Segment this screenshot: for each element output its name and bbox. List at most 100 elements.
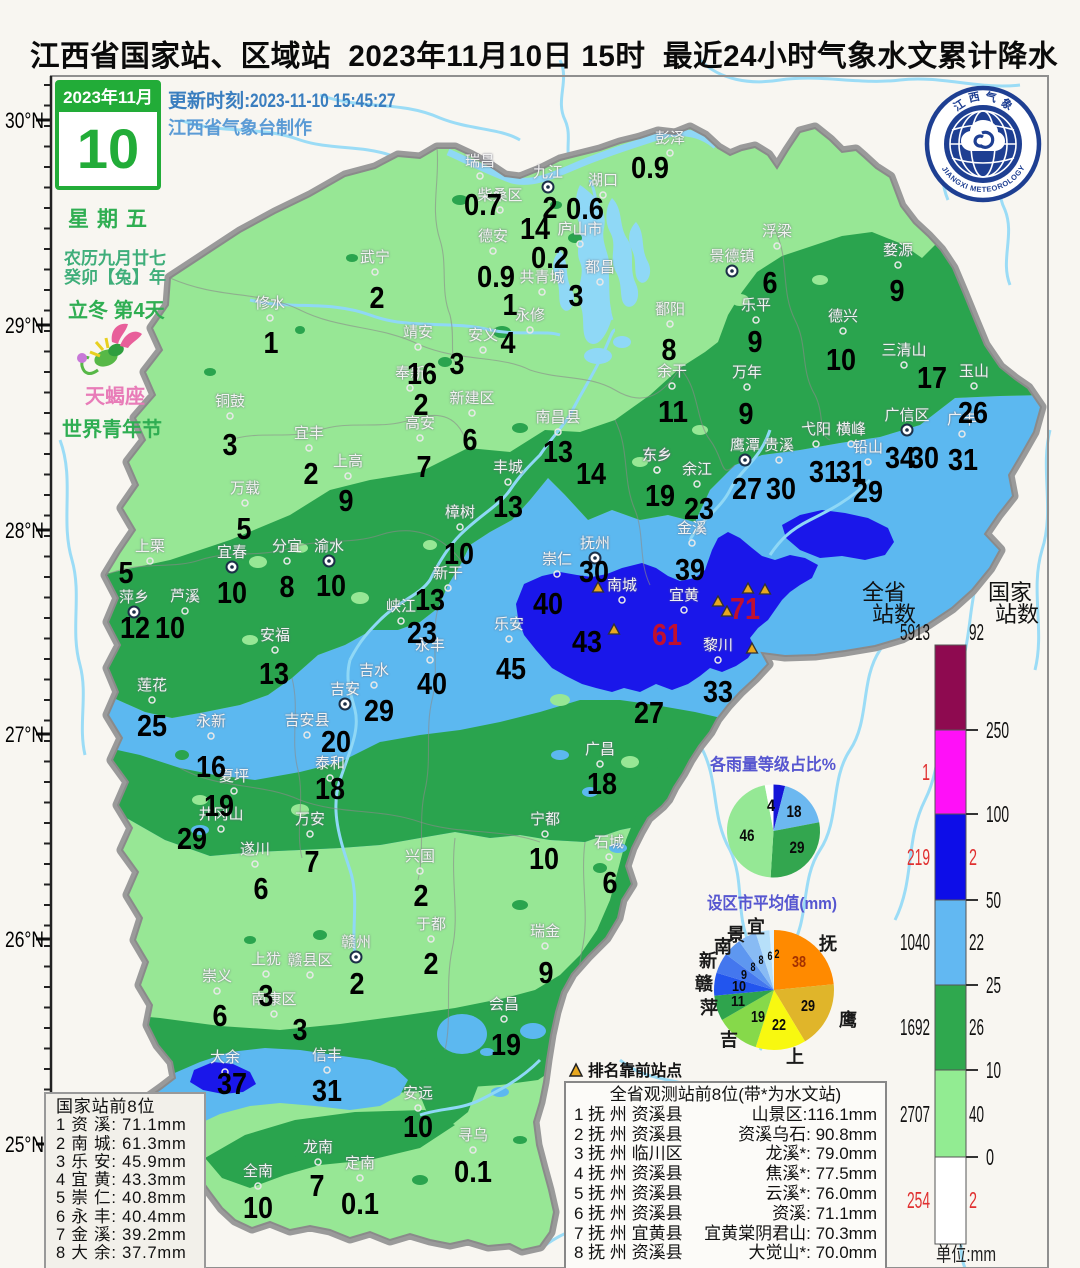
svg-text:余江: 余江 [682,460,712,478]
svg-text:39: 39 [675,552,705,587]
svg-text:27: 27 [634,695,664,730]
svg-text:25: 25 [137,708,167,743]
svg-text:34: 34 [885,440,916,475]
svg-text:1: 1 [264,325,279,360]
svg-text:永丰: 永丰 [415,637,445,654]
svg-text:100: 100 [986,801,1009,827]
svg-text:吉: 吉 [720,1029,738,1050]
svg-text:西: 西 [967,90,980,105]
svg-text:鹰: 鹰 [839,1009,857,1030]
svg-text:0.7: 0.7 [464,187,502,222]
svg-text:19: 19 [645,478,675,513]
svg-text:万载: 万载 [230,480,260,497]
svg-text:29°N: 29°N [5,313,44,338]
svg-text:上高: 上高 [333,453,363,470]
svg-text:设区市平均值(mm): 设区市平均值(mm) [707,893,837,913]
svg-text:13: 13 [259,656,289,691]
svg-text:45: 45 [496,651,526,686]
svg-text:大余: 大余 [210,1048,240,1066]
svg-text:3: 3 [569,278,584,313]
svg-text:30: 30 [766,471,796,506]
svg-text:10: 10 [444,536,474,571]
svg-text:2: 2 [414,387,429,422]
svg-text:29: 29 [801,998,815,1015]
svg-text:新建区: 新建区 [449,390,494,407]
svg-text:寻乌: 寻乌 [458,1127,488,1144]
svg-text:湖口: 湖口 [588,172,618,189]
svg-text:国家: 国家 [988,580,1032,605]
svg-text:1692: 1692 [900,1014,930,1040]
svg-text:上栗: 上栗 [135,538,165,555]
svg-text:安福: 安福 [260,627,290,644]
svg-text:38: 38 [792,954,806,971]
svg-text:10: 10 [243,1190,273,1225]
svg-text:2: 2 [424,946,439,981]
svg-text:景德镇: 景德镇 [709,247,754,265]
svg-text:11: 11 [731,993,745,1010]
svg-text:景: 景 [727,925,745,945]
svg-text:石城: 石城 [594,834,624,851]
svg-text:29: 29 [364,693,394,728]
svg-text:7: 7 [310,1168,325,1203]
svg-text:2707: 2707 [900,1101,930,1127]
svg-text:上: 上 [786,1047,804,1067]
svg-text:余干: 余干 [657,362,687,380]
svg-text:250: 250 [986,717,1009,743]
svg-text:新干: 新干 [433,565,463,582]
svg-text:金溪: 金溪 [677,520,707,537]
svg-text:10: 10 [403,1109,433,1144]
svg-text:0.1: 0.1 [341,1186,379,1221]
svg-text:赣县区: 赣县区 [287,952,332,969]
svg-text:19: 19 [751,1009,765,1026]
svg-text:219: 219 [907,844,930,870]
svg-text:铜鼓: 铜鼓 [215,393,245,410]
svg-text:18: 18 [787,802,802,821]
svg-text:弋阳: 弋阳 [801,421,831,438]
svg-text:浮梁: 浮梁 [762,223,792,240]
svg-text:8: 8 [759,953,764,967]
svg-text:龙南: 龙南 [303,1139,333,1156]
svg-text:南康区: 南康区 [251,991,296,1008]
svg-text:吉水: 吉水 [359,662,389,679]
svg-text:10: 10 [217,575,247,610]
svg-text:27: 27 [732,471,762,506]
svg-text:3: 3 [223,427,238,462]
svg-text:29: 29 [177,821,207,856]
svg-text:抚: 抚 [819,934,837,954]
svg-text:2: 2 [543,190,558,225]
svg-text:6: 6 [213,998,228,1033]
svg-text:广昌: 广昌 [585,741,615,758]
svg-text:61: 61 [652,617,682,652]
svg-text:0.9: 0.9 [631,150,669,185]
svg-text:10: 10 [732,978,746,995]
svg-text:9: 9 [539,955,554,990]
svg-text:10: 10 [826,342,856,377]
svg-text:万年: 万年 [732,364,762,381]
svg-text:广信区: 广信区 [884,407,929,424]
svg-text:50: 50 [986,887,1001,913]
svg-text:遂川: 遂川 [240,841,270,858]
svg-text:23: 23 [684,491,714,526]
svg-text:2: 2 [414,878,429,913]
svg-text:14: 14 [576,456,607,491]
svg-text:25: 25 [986,972,1001,998]
svg-text:19: 19 [491,1027,521,1062]
svg-text:南城: 南城 [607,577,637,594]
svg-text:上犹: 上犹 [251,951,281,968]
svg-text:22: 22 [772,1017,786,1034]
svg-text:17: 17 [917,360,947,395]
svg-text:9: 9 [748,324,763,359]
svg-text:赣: 赣 [695,973,714,994]
svg-text:会昌: 会昌 [489,996,519,1013]
svg-text:0.1: 0.1 [454,1154,492,1189]
svg-text:赣州: 赣州 [341,934,371,951]
svg-text:排名靠前站点: 排名靠前站点 [588,1061,682,1080]
svg-text:43: 43 [572,624,602,659]
svg-text:5: 5 [237,511,252,546]
svg-text:19: 19 [204,788,234,823]
svg-text:31: 31 [836,454,866,489]
svg-text:横峰: 横峰 [836,421,866,438]
svg-text:丰城: 丰城 [493,459,523,476]
svg-text:6: 6 [768,949,773,963]
svg-text:全省: 全省 [862,580,906,605]
